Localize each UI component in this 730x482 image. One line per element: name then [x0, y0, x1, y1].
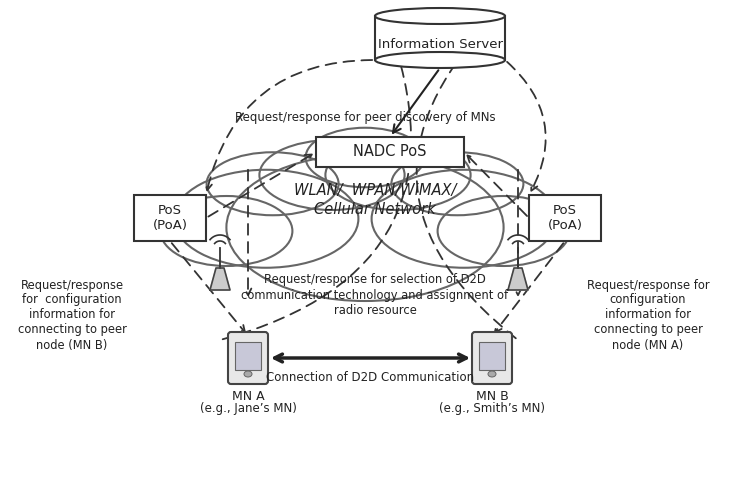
- Text: MN A: MN A: [231, 390, 264, 403]
- Text: Request/response
for  configuration
information for
connecting to peer
node (MN : Request/response for configuration infor…: [18, 279, 126, 351]
- Ellipse shape: [174, 170, 358, 268]
- Ellipse shape: [375, 8, 505, 24]
- Ellipse shape: [372, 170, 556, 268]
- Polygon shape: [210, 268, 230, 290]
- Ellipse shape: [207, 152, 339, 215]
- Text: Information Server: Information Server: [377, 38, 502, 51]
- Text: (e.g., Smith’s MN): (e.g., Smith’s MN): [439, 402, 545, 415]
- Text: NADC PoS: NADC PoS: [353, 145, 427, 160]
- Text: (e.g., Jane’s MN): (e.g., Jane’s MN): [199, 402, 296, 415]
- Ellipse shape: [326, 140, 471, 210]
- Ellipse shape: [161, 196, 293, 266]
- Ellipse shape: [244, 371, 252, 377]
- Ellipse shape: [437, 196, 569, 266]
- FancyBboxPatch shape: [472, 332, 512, 384]
- Bar: [375, 16, 505, 60]
- FancyBboxPatch shape: [228, 332, 268, 384]
- Text: Request/response for selection of D2D
communication technology and assignment of: Request/response for selection of D2D co…: [242, 273, 509, 317]
- Bar: [134, 195, 206, 241]
- Text: Request/response for peer discovery of MNs: Request/response for peer discovery of M…: [234, 111, 496, 124]
- Text: MN B: MN B: [476, 390, 508, 403]
- Ellipse shape: [226, 154, 504, 301]
- Bar: [316, 137, 464, 167]
- Text: PoS
(PoA): PoS (PoA): [548, 203, 583, 232]
- Bar: [235, 342, 261, 370]
- Ellipse shape: [488, 371, 496, 377]
- Text: Connection of D2D Communication: Connection of D2D Communication: [266, 371, 474, 384]
- Text: PoS
(PoA): PoS (PoA): [153, 203, 188, 232]
- Ellipse shape: [259, 140, 404, 210]
- Ellipse shape: [306, 128, 424, 187]
- Text: Request/response for
configuration
information for
connecting to peer
node (MN A: Request/response for configuration infor…: [587, 279, 710, 351]
- Bar: [479, 342, 505, 370]
- Bar: [529, 195, 601, 241]
- Ellipse shape: [391, 152, 523, 215]
- Ellipse shape: [375, 52, 505, 68]
- Text: WLAN/  WPAN/WiMAX/
Cellular Network: WLAN/ WPAN/WiMAX/ Cellular Network: [293, 183, 456, 217]
- Polygon shape: [508, 268, 528, 290]
